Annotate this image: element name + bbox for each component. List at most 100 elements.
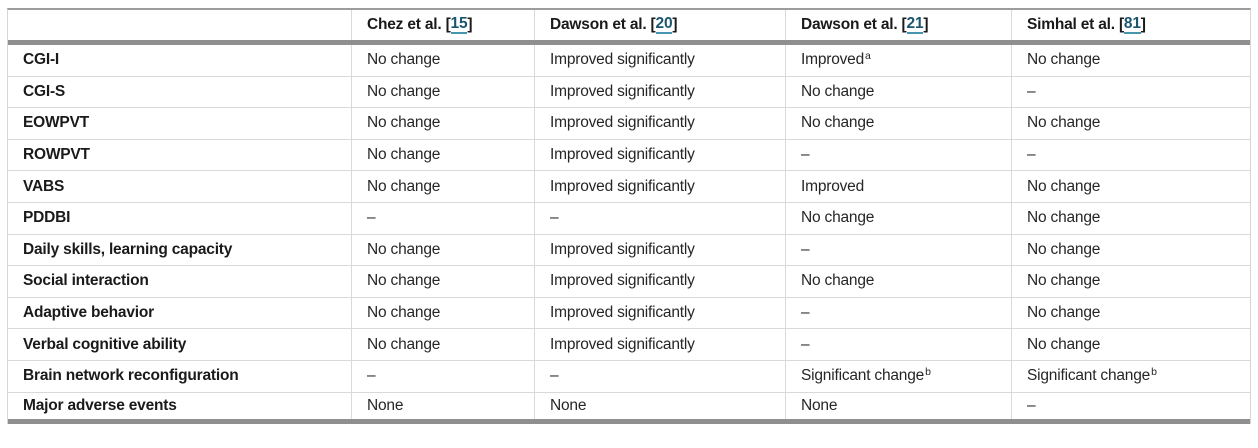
table-header-row: Chez et al. [15] Dawson et al. [20] Daws…: [8, 10, 1250, 40]
study-name: Dawson et al. [: [550, 16, 656, 33]
study-name: Simhal et al. [: [1027, 16, 1124, 33]
table-row-rowpvt: ROWPVT No change Improved significantly …: [8, 139, 1250, 172]
table-cell: No change: [1011, 234, 1250, 266]
table-row-major-adverse-events: Major adverse events None None None –: [8, 392, 1250, 425]
table-cell: Improved significantly: [534, 329, 785, 360]
table-row-eowpvt: EOWPVT No change Improved significantly …: [8, 108, 1250, 140]
cell-text: Improved: [801, 51, 865, 69]
bracket: ]: [467, 16, 473, 33]
table-cell: –: [351, 202, 534, 234]
table-cell: No change: [351, 171, 534, 202]
table-cell: No change: [351, 108, 534, 139]
table-cell: No change: [1011, 202, 1250, 234]
citation-link[interactable]: 81: [1123, 15, 1141, 35]
table-cell: No change: [351, 297, 534, 329]
table-cell: No change: [1011, 171, 1250, 202]
table-cell: –: [785, 234, 1011, 266]
table-cell: Improved significantly: [534, 171, 785, 202]
row-label: Social interaction: [23, 272, 149, 290]
table-row-daily-skills: Daily skills, learning capacity No chang…: [8, 234, 1250, 267]
table-cell: Significant change b: [1011, 360, 1250, 392]
row-label: EOWPVT: [23, 114, 89, 132]
row-label: ROWPVT: [23, 146, 90, 164]
table-cell: –: [1011, 76, 1250, 108]
table-cell: No change: [785, 76, 1011, 108]
row-label: CGI-S: [23, 82, 66, 100]
table-row-vabs: VABS No change Improved significantly Im…: [8, 171, 1250, 203]
study-outcomes-comparison-table: Chez et al. [15] Dawson et al. [20] Daws…: [7, 8, 1251, 425]
citation-link[interactable]: 20: [655, 15, 673, 35]
row-label: Adaptive behavior: [23, 304, 154, 322]
table-cell: No change: [351, 329, 534, 360]
column-header-dawson-21: Dawson et al. [21]: [785, 10, 1011, 40]
table-cell: No change: [1011, 297, 1250, 329]
table-cell: None: [534, 392, 785, 420]
table-row-brain-network: Brain network reconfiguration – – Signif…: [8, 360, 1250, 393]
citation-link[interactable]: 21: [906, 15, 924, 35]
column-header-simhal: Simhal et al. [81]: [1011, 10, 1250, 40]
study-name: Dawson et al. [: [801, 16, 907, 33]
table-cell: No change: [1011, 266, 1250, 297]
table-cell: Improved significantly: [534, 108, 785, 139]
cell-text: Significant change: [801, 367, 925, 385]
table-row-cgi-i: CGI-I No change Improved significantly I…: [8, 45, 1250, 77]
table-cell: –: [1011, 392, 1250, 420]
bracket: ]: [672, 16, 678, 33]
study-name: Chez et al. [: [367, 16, 451, 33]
table-row-pddbi: PDDBI – – No change No change: [8, 202, 1250, 235]
footnote-marker: b: [925, 366, 931, 379]
table-cell: No change: [1011, 108, 1250, 139]
table-cell: –: [785, 297, 1011, 329]
table-row-social-interaction: Social interaction No change Improved si…: [8, 266, 1250, 298]
table-cell: None: [351, 392, 534, 420]
cell-text: Significant change: [1027, 367, 1151, 385]
table-cell: Improved significantly: [534, 297, 785, 329]
table-row-adaptive-behavior: Adaptive behavior No change Improved sig…: [8, 297, 1250, 330]
table-header: Chez et al. [15] Dawson et al. [20] Daws…: [8, 10, 1250, 45]
table-cell: No change: [351, 76, 534, 108]
table-cell: No change: [785, 202, 1011, 234]
table-cell: –: [534, 360, 785, 392]
table-cell: No change: [351, 139, 534, 171]
citation-link[interactable]: 15: [450, 15, 468, 35]
table-cell: None: [785, 392, 1011, 420]
row-label: CGI-I: [23, 51, 60, 69]
row-label: PDDBI: [23, 209, 71, 227]
row-label: VABS: [23, 177, 65, 195]
table-cell: Improved significantly: [534, 139, 785, 171]
row-label: Verbal cognitive ability: [23, 335, 187, 353]
row-label: Brain network reconfiguration: [23, 367, 239, 385]
table-cell: Improved significantly: [534, 234, 785, 266]
table-cell: Improved significantly: [534, 76, 785, 108]
table-row-cgi-s: CGI-S No change Improved significantly N…: [8, 76, 1250, 109]
table-cell: No change: [351, 266, 534, 297]
table-cell: Significant change b: [785, 360, 1011, 392]
table-cell: –: [785, 139, 1011, 171]
column-header-dawson-20: Dawson et al. [20]: [534, 10, 785, 40]
row-label: Major adverse events: [23, 396, 177, 414]
table-body: CGI-I No change Improved significantly I…: [8, 45, 1250, 425]
table-cell: –: [785, 329, 1011, 360]
row-label: Daily skills, learning capacity: [23, 240, 233, 258]
bracket: ]: [923, 16, 929, 33]
table-row-verbal-cognitive: Verbal cognitive ability No change Impro…: [8, 329, 1250, 361]
table-cell: No change: [785, 108, 1011, 139]
table-cell: No change: [785, 266, 1011, 297]
table-cell: Improved: [785, 171, 1011, 202]
footnote-marker: b: [1151, 366, 1157, 379]
table-cell: –: [534, 202, 785, 234]
table-cell: Improved significantly: [534, 45, 785, 76]
column-header-chez: Chez et al. [15]: [351, 10, 534, 40]
table-cell: No change: [1011, 329, 1250, 360]
table-cell: –: [351, 360, 534, 392]
table-cell: No change: [351, 45, 534, 76]
table-cell: Improved a: [785, 45, 1011, 76]
bracket: ]: [1140, 16, 1146, 33]
footnote-marker: a: [865, 50, 871, 63]
table-cell: Improved significantly: [534, 266, 785, 297]
table-cell: No change: [1011, 45, 1250, 76]
table-cell: No change: [351, 234, 534, 266]
corner-cell: [8, 10, 351, 40]
table-cell: –: [1011, 139, 1250, 171]
